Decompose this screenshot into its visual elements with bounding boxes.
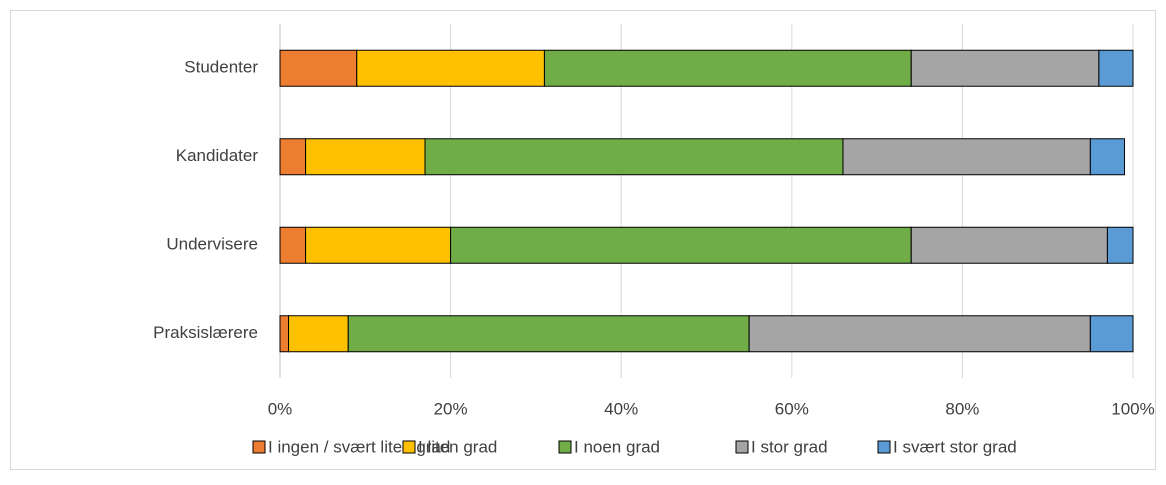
legend-label: I stor grad bbox=[751, 437, 828, 456]
legend-swatch bbox=[735, 440, 749, 454]
bar-segment bbox=[279, 226, 307, 264]
legend-label: I liten grad bbox=[418, 437, 497, 456]
x-tick-label: 60% bbox=[775, 399, 809, 418]
bar-segment bbox=[305, 226, 452, 264]
bar-segment bbox=[910, 49, 1100, 87]
x-tick-label: 100% bbox=[1111, 399, 1154, 418]
bar-segment bbox=[1089, 315, 1134, 353]
bar-segment bbox=[910, 226, 1108, 264]
bar-segment bbox=[279, 49, 358, 87]
bar-segment bbox=[748, 315, 1091, 353]
bar-segment bbox=[279, 315, 290, 353]
bar-segment bbox=[1106, 226, 1134, 264]
bar-segment bbox=[1089, 138, 1125, 176]
legend-swatch bbox=[402, 440, 416, 454]
legend-swatch bbox=[558, 440, 572, 454]
bar-segment bbox=[279, 138, 307, 176]
bar-segment bbox=[543, 49, 912, 87]
bar-segment bbox=[842, 138, 1091, 176]
x-tick-label: 0% bbox=[268, 399, 293, 418]
bar-segment bbox=[356, 49, 545, 87]
bar-segment bbox=[305, 138, 426, 176]
legend-swatch bbox=[252, 440, 266, 454]
x-tick-label: 80% bbox=[945, 399, 979, 418]
legend-swatch bbox=[877, 440, 891, 454]
y-tick-label: Undervisere bbox=[166, 235, 258, 254]
bar-segment bbox=[450, 226, 912, 264]
legend-label: I noen grad bbox=[574, 437, 660, 456]
bar-segment bbox=[424, 138, 844, 176]
y-tick-label: Studenter bbox=[184, 58, 258, 77]
bar-segment bbox=[1098, 49, 1134, 87]
bar-segment bbox=[347, 315, 750, 353]
y-tick-label: Praksislærere bbox=[153, 323, 258, 342]
bar-segment bbox=[288, 315, 349, 353]
x-tick-label: 40% bbox=[604, 399, 638, 418]
legend-label: I svært stor grad bbox=[893, 437, 1017, 456]
x-tick-label: 20% bbox=[434, 399, 468, 418]
y-tick-label: Kandidater bbox=[176, 146, 259, 165]
